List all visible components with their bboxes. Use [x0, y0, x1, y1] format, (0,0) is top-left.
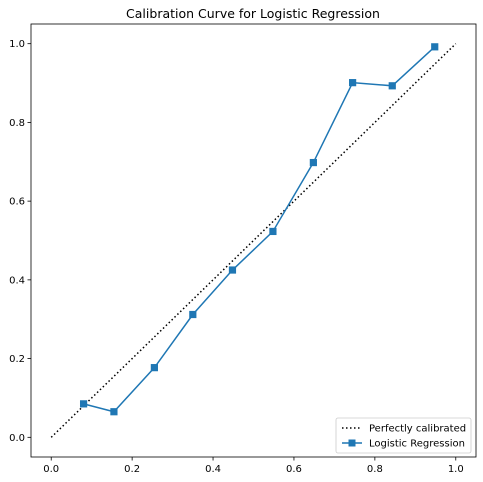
data-point-marker — [228, 266, 237, 274]
y-tick-label: 0.4 — [9, 275, 25, 286]
x-axis: 0.0 0.2 0.4 0.6 0.8 1.0 — [43, 457, 464, 475]
data-point-marker — [349, 79, 357, 87]
x-tick-label: 1.0 — [448, 464, 464, 475]
chart-title: Calibration Curve for Logistic Regressio… — [126, 6, 380, 21]
y-tick-label: 0.8 — [9, 118, 25, 129]
series-line-0 — [50, 43, 457, 438]
y-axis: 0.0 0.2 0.4 0.6 0.8 1.0 — [9, 39, 31, 444]
legend-box — [335, 417, 472, 454]
legend: Perfectly calibrated Logistic Regression — [335, 417, 472, 454]
data-point-marker — [309, 158, 317, 167]
legend-marker-logistic-regression — [348, 439, 356, 447]
data-point-marker — [110, 408, 118, 416]
series-layer — [50, 43, 457, 438]
data-point-marker — [431, 43, 439, 51]
data-point-marker — [269, 227, 277, 236]
plot-area-frame — [30, 23, 477, 458]
data-point-marker — [189, 310, 197, 319]
x-tick-label: 0.8 — [367, 464, 383, 475]
y-tick-label: 0.0 — [9, 433, 25, 444]
data-point-marker — [150, 364, 158, 372]
data-point-marker — [79, 400, 88, 408]
y-tick-label: 0.6 — [9, 197, 25, 208]
data-point-marker — [388, 82, 396, 90]
x-tick-label: 0.2 — [124, 464, 140, 475]
x-tick-label: 0.4 — [205, 464, 221, 475]
y-tick-label: 0.2 — [9, 354, 25, 365]
y-tick-label: 1.0 — [9, 39, 25, 50]
series-line-1 — [83, 46, 436, 413]
legend-label-perfectly-calibrated: Perfectly calibrated — [369, 424, 466, 435]
legend-label-logistic-regression: Logistic Regression — [369, 439, 465, 450]
x-tick-label: 0.6 — [286, 464, 302, 475]
x-tick-label: 0.0 — [43, 464, 59, 475]
